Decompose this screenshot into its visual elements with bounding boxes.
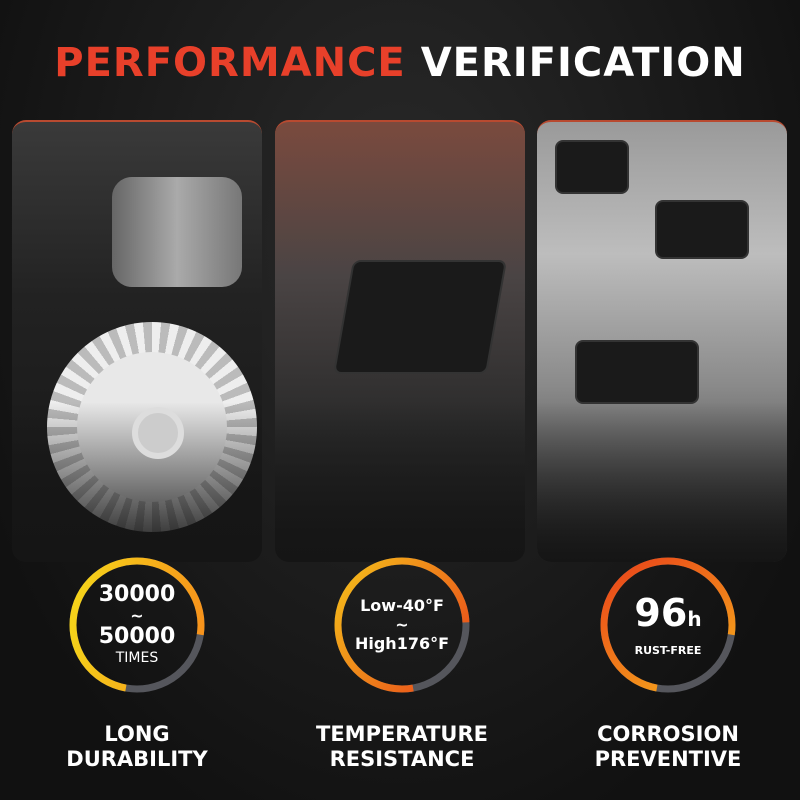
gear-hub (132, 407, 184, 459)
actuator-image (335, 262, 505, 372)
corrosion-ring: 96h RUST-FREE (598, 555, 738, 695)
gear-motor-photo (12, 120, 262, 562)
heat-test-photo (275, 120, 525, 562)
durability-unit: TIMES (115, 650, 159, 666)
temperature-low: Low-40°F (360, 596, 444, 615)
rust-free-hours: 96 (634, 591, 688, 635)
motor-image (112, 177, 242, 287)
range-separator: ~ (395, 615, 409, 634)
lock-part-image (557, 142, 627, 192)
range-separator: ~ (130, 606, 144, 625)
feature-label-temperature: TEMPERATURE RESISTANCE (316, 722, 488, 771)
temperature-ring: Low-40°F ~ High176°F (332, 555, 472, 695)
durability-ring: 30000 ~ 50000 TIMES (67, 555, 207, 695)
feature-label-corrosion: CORROSION PREVENTIVE (594, 722, 742, 771)
temperature-high: High176°F (354, 634, 450, 653)
hours-unit: h (687, 607, 702, 631)
rust-free-label: RUST-FREE (634, 644, 702, 657)
durability-min: 30000 (98, 582, 176, 607)
lock-part-image (657, 202, 747, 257)
salt-spray-photo (537, 120, 787, 562)
lock-part-image (577, 342, 697, 402)
feature-label-durability: LONG DURABILITY (66, 722, 208, 771)
durability-max: 50000 (98, 624, 176, 649)
page-title: PERFORMANCE VERIFICATION (54, 40, 746, 86)
